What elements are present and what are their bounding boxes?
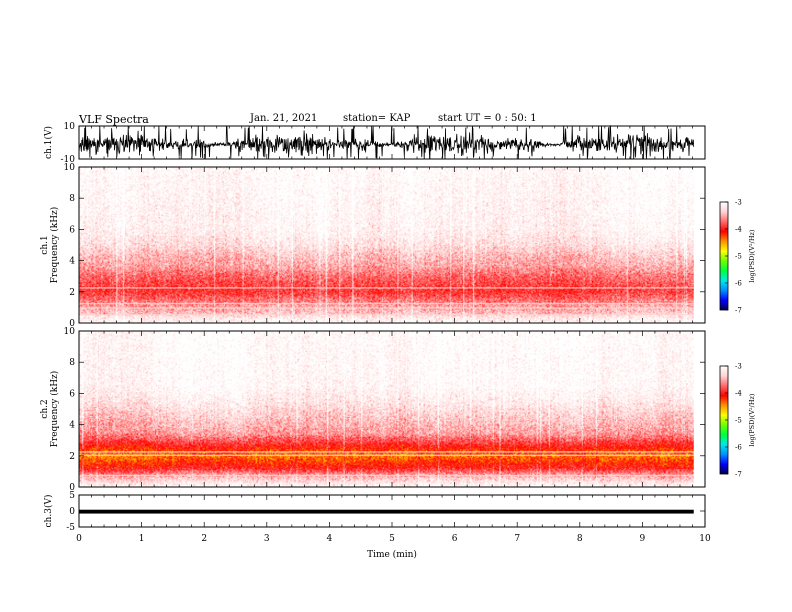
x-tick-label: 8: [577, 534, 583, 544]
y-tick-label: 10: [64, 163, 76, 173]
y-tick-label: 8: [69, 194, 75, 204]
colorbar-tick-label: -7: [735, 307, 742, 315]
y-tick-label: -5: [66, 523, 75, 533]
y-axis-label: ch.1: [40, 235, 50, 254]
y-tick-label: 0: [69, 319, 75, 329]
colorbars: -3 -4 -5 -6 -7 log(PSD)(V²/Hz) -3 -4 -5 -6 -7 log(P…: [719, 199, 756, 479]
x-axis-label: Time (min): [367, 549, 417, 560]
colorbar-2: -3 -4 -5 -6 -7 log(PSD)(V²/Hz): [719, 363, 756, 479]
colorbar-tick-label: -7: [735, 471, 742, 479]
y-tick-label: 10: [64, 122, 76, 132]
y-tick-label: 4: [69, 257, 75, 267]
x-tick-label: 7: [514, 534, 520, 544]
station-label: station= KAP: [343, 113, 411, 124]
y-tick-label: 6: [69, 225, 75, 235]
y-tick-label: 2: [69, 288, 75, 298]
start-time-label: start UT = 0 : 50: 1: [438, 113, 537, 124]
y-tick-label: -10: [61, 155, 76, 165]
colorbar-tick-label: -6: [735, 280, 742, 288]
y-tick-label: 0: [69, 483, 75, 493]
x-tick-label: 2: [201, 534, 207, 544]
x-tick-label: 0: [76, 534, 82, 544]
ch3-waveform-band: [79, 509, 694, 514]
y-tick-label: 2: [69, 452, 75, 462]
x-tick-label: 1: [139, 534, 145, 544]
x-tick-label: 4: [327, 534, 333, 544]
colorbar-tick-label: -4: [735, 390, 742, 398]
date-label: Jan. 21, 2021: [250, 113, 318, 124]
colorbar-1: -3 -4 -5 -6 -7 log(PSD)(V²/Hz): [719, 199, 756, 315]
colorbar-tick-label: -5: [735, 417, 742, 425]
x-tick-label: 10: [699, 534, 711, 544]
y-axis-label: ch.3(V): [43, 495, 54, 528]
colorbar-tick-label: -5: [735, 253, 742, 261]
colorbar-tick-label: -6: [735, 444, 742, 452]
colorbar-tick-label: -4: [735, 226, 742, 234]
y-tick-label: 4: [69, 421, 75, 431]
x-tick-label: 9: [640, 534, 646, 544]
colorbar-tick-label: -3: [735, 363, 742, 371]
panel-ch2-spectrogram: 0 2 4 6 8 10 ch.2 Frequency (kHz): [40, 327, 706, 493]
colorbar-tick-label: -3: [735, 199, 742, 207]
spectrogram-image-1: [79, 167, 694, 323]
ch1-waveform-line: [78, 124, 695, 160]
y-tick-label: 8: [69, 358, 75, 368]
x-tick-label: 6: [452, 534, 458, 544]
spectrogram-image-2: [79, 331, 694, 487]
panel-ch1-spectrogram: 0 2 4 6 8 10 ch.1 Frequency (kHz): [40, 163, 706, 329]
x-tick-label: 5: [389, 534, 395, 544]
y-tick-label: 10: [64, 327, 76, 337]
y-axis-label: Frequency (kHz): [49, 371, 60, 448]
y-tick-label: 5: [69, 491, 75, 501]
y-axis-label: ch.1(V): [43, 126, 54, 159]
colorbar-label: log(PSD)(V²/Hz): [748, 393, 756, 446]
y-tick-label: 0: [69, 507, 75, 517]
colorbar-label: log(PSD)(V²/Hz): [748, 229, 756, 282]
y-axis-label: ch.2: [40, 399, 50, 418]
y-axis-label: Frequency (kHz): [49, 207, 60, 284]
panel-ch1-waveform: 10 -10 ch.1(V): [43, 122, 706, 165]
y-tick-label: 6: [69, 389, 75, 399]
x-tick-label: 3: [264, 534, 270, 544]
chart-title: VLF Spectra: [79, 113, 149, 126]
